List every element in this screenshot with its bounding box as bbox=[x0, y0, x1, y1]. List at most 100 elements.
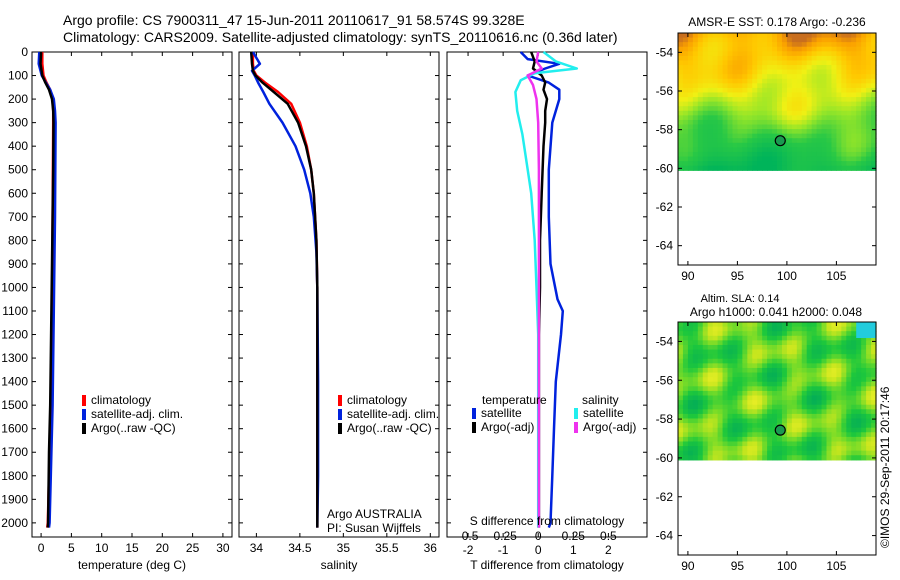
imos-credit: ©IMOS 29-Sep-2011 20:17:46 bbox=[878, 386, 892, 548]
x-axis-label: T difference from climatology bbox=[470, 558, 624, 572]
depth-tick-label: 1600 bbox=[1, 422, 28, 436]
secondary-tick-label: -0.5 bbox=[458, 529, 479, 543]
legend-entry-1: satellite-adj. clim. bbox=[91, 407, 183, 421]
x-tick-label: 15 bbox=[125, 541, 139, 555]
depth-tick-label: 500 bbox=[8, 163, 28, 177]
legend-entry-0: climatology bbox=[347, 393, 407, 407]
legend-swatch-0 bbox=[82, 395, 86, 406]
secondary-tick-label: 0.25 bbox=[562, 529, 586, 543]
series-line-2 bbox=[39, 51, 55, 528]
heatmap-cells bbox=[678, 33, 877, 171]
legend-swatch-1 bbox=[338, 409, 342, 420]
map-y-tick-label: -56 bbox=[656, 84, 674, 98]
x-tick-label: 36 bbox=[424, 541, 438, 555]
map-y-tick-label: -62 bbox=[656, 200, 674, 214]
map-title: AMSR-E SST: 0.178 Argo: -0.236 bbox=[688, 15, 866, 29]
x-tick-label: 34.5 bbox=[288, 541, 312, 555]
annotation-line-1: PI: Susan Wijffels bbox=[327, 521, 421, 535]
plot-frame bbox=[238, 51, 440, 538]
legend-swatch-3 bbox=[574, 422, 578, 433]
argo-float-marker bbox=[774, 424, 786, 436]
legend-header-temperature: temperature bbox=[482, 393, 547, 407]
x-axis-label: temperature (deg C) bbox=[78, 558, 186, 572]
plot-frame bbox=[31, 51, 233, 538]
depth-tick-label: 1400 bbox=[1, 375, 28, 389]
depth-tick-label: 1200 bbox=[1, 328, 28, 342]
map-y-tick-label: -54 bbox=[656, 334, 674, 348]
map-x-tick-label: 95 bbox=[731, 269, 745, 283]
depth-tick-label: 1300 bbox=[1, 351, 28, 365]
sla-map-panel: 90 95 100 105 -54 -56 -58 -60 -62 -64 Altim. SLA: … bbox=[656, 293, 877, 573]
series-line-2 bbox=[249, 51, 319, 528]
legend-swatch-2 bbox=[338, 423, 342, 434]
map-x-tick-label: 100 bbox=[777, 559, 797, 573]
x-tick-label: 25 bbox=[186, 541, 200, 555]
x-axis-label: salinity bbox=[321, 558, 358, 572]
map-y-tick-label: -64 bbox=[656, 239, 674, 253]
legend-swatch-1 bbox=[472, 422, 476, 433]
map-x-tick-label: 90 bbox=[681, 269, 695, 283]
x-tick-label: 35.5 bbox=[375, 541, 399, 555]
depth-tick-label: 1500 bbox=[1, 398, 28, 412]
heatmap-cells bbox=[678, 322, 877, 461]
legend-header-salinity: salinity bbox=[582, 393, 619, 407]
x-tick-label: 0 bbox=[535, 543, 542, 557]
x-tick-label: 1 bbox=[570, 543, 577, 557]
legend-entry-2: Argo(..raw -QC) bbox=[91, 421, 176, 435]
secondary-tick-label: 0.5 bbox=[600, 529, 617, 543]
secondary-tick-label: 0 bbox=[535, 529, 542, 543]
x-tick-label: 2 bbox=[605, 543, 612, 557]
x-tick-label: 0 bbox=[38, 541, 45, 555]
map-frame bbox=[677, 32, 877, 266]
map-frame bbox=[677, 321, 877, 556]
map-subtitle: Argo h1000: 0.041 h2000: 0.048 bbox=[690, 305, 862, 319]
legend-entry-1: satellite-adj. clim. bbox=[347, 407, 439, 421]
x-tick-label: -2 bbox=[463, 543, 474, 557]
depth-tick-label: 1700 bbox=[1, 445, 28, 459]
map-y-tick-label: -54 bbox=[656, 45, 674, 59]
x-tick-label: 20 bbox=[156, 541, 170, 555]
legend-swatch-0 bbox=[338, 395, 342, 406]
map-y-tick-label: -56 bbox=[656, 373, 674, 387]
header-title-line1: Argo profile: CS 7900311_47 15-Jun-2011 … bbox=[63, 12, 525, 28]
depth-tick-label: 300 bbox=[8, 116, 28, 130]
map-y-tick-label: -64 bbox=[656, 529, 674, 543]
legend-swatch-2 bbox=[574, 408, 578, 419]
salinity-profile-panel: 34 34.5 35 35.5 36 salinity climatologysatelli… bbox=[238, 51, 440, 572]
temperature-profile-panel: 0100200300400500600700800900100011001200… bbox=[1, 45, 233, 572]
heatmap-patch bbox=[856, 322, 876, 338]
map-y-tick-label: -58 bbox=[656, 123, 674, 137]
depth-tick-label: 1900 bbox=[1, 492, 28, 506]
series-line-3 bbox=[526, 51, 543, 528]
difference-profile-panel: -2 -1 0 1 2T difference from climatology temp… bbox=[446, 51, 648, 572]
map-title: Altim. SLA: 0.14 bbox=[701, 293, 780, 305]
map-y-tick-label: -62 bbox=[656, 490, 674, 504]
plot-frame bbox=[446, 51, 648, 538]
legend-entry-0: satellite bbox=[481, 406, 522, 420]
series-line-0 bbox=[519, 51, 565, 529]
depth-tick-label: 700 bbox=[8, 210, 28, 224]
x-tick-label: 34 bbox=[250, 541, 264, 555]
legend-swatch-0 bbox=[472, 408, 476, 419]
depth-tick-label: 1100 bbox=[2, 304, 28, 318]
annotation-line-0: Argo AUSTRALIA bbox=[327, 507, 422, 521]
argo-float-marker bbox=[774, 135, 786, 147]
map-x-tick-label: 90 bbox=[681, 559, 695, 573]
x-tick-label: 5 bbox=[68, 541, 75, 555]
sst-map-panel: 90 95 100 105 -54 -56 -58 -60 -62 -64 AMSR-E SST: … bbox=[656, 15, 877, 283]
legend-entry-2: satellite bbox=[583, 406, 624, 420]
legend-entry-2: Argo(..raw -QC) bbox=[347, 421, 432, 435]
map-x-tick-label: 100 bbox=[777, 269, 797, 283]
depth-tick-label: 2000 bbox=[1, 516, 28, 530]
depth-tick-label: 400 bbox=[8, 139, 28, 153]
depth-tick-label: 800 bbox=[8, 233, 28, 247]
secondary-tick-label: -0.25 bbox=[489, 529, 517, 543]
series-line-1 bbox=[250, 51, 320, 528]
depth-tick-label: 600 bbox=[8, 186, 28, 200]
x-tick-label: 35 bbox=[337, 541, 351, 555]
legend-entry-1: Argo(-adj) bbox=[481, 420, 534, 434]
x-tick-label: 30 bbox=[216, 541, 230, 555]
map-y-tick-label: -60 bbox=[656, 451, 674, 465]
series-line-0 bbox=[251, 52, 319, 528]
